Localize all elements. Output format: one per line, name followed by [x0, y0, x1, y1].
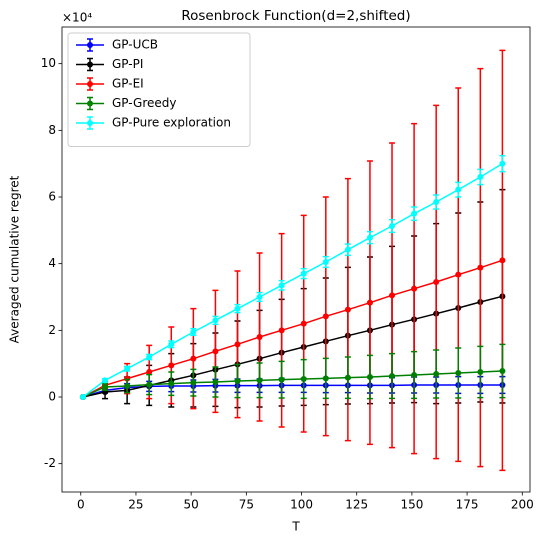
- plot-frame: [61, 26, 531, 493]
- point: [455, 271, 462, 278]
- series-line: [82, 384, 503, 398]
- point: [190, 355, 197, 362]
- point: [411, 210, 418, 217]
- point: [300, 320, 307, 327]
- point: [499, 160, 506, 167]
- point: [389, 373, 396, 379]
- series-line: [82, 163, 503, 398]
- point: [477, 369, 484, 375]
- x-tick-label: 125: [345, 498, 368, 512]
- point: [102, 377, 109, 384]
- plot-area: [79, 49, 506, 472]
- y-offset-label: ×10⁴: [62, 11, 92, 25]
- x-tick-label: 175: [456, 498, 479, 512]
- legend-label: GP-EI: [112, 77, 144, 91]
- legend-box: [67, 32, 251, 147]
- x-tick-label: 0: [77, 498, 85, 512]
- point: [411, 372, 418, 378]
- point: [411, 285, 418, 292]
- point: [344, 306, 351, 313]
- legend-label: GP-Greedy: [112, 96, 177, 110]
- point: [256, 294, 263, 300]
- point: [212, 379, 219, 385]
- point: [124, 383, 131, 389]
- point: [278, 282, 285, 289]
- point: [477, 264, 484, 271]
- point: [102, 384, 109, 390]
- point: [278, 327, 285, 334]
- x-axis-label: T: [291, 520, 300, 534]
- legend-marker: [87, 81, 93, 87]
- legend-marker: [87, 120, 93, 126]
- point: [234, 341, 241, 348]
- x-tick-label: 100: [290, 498, 313, 512]
- y-tick-label: 4: [48, 256, 56, 270]
- point: [344, 246, 351, 253]
- point: [322, 375, 329, 382]
- y-tick-label: 2: [48, 323, 56, 337]
- point: [322, 313, 329, 320]
- point: [212, 348, 219, 355]
- legend-marker: [87, 61, 93, 68]
- point: [433, 371, 440, 377]
- point: [190, 329, 197, 335]
- x-tick-label: 150: [400, 498, 423, 512]
- point: [455, 370, 462, 376]
- y-tick-label: 0: [48, 390, 56, 404]
- y-axis-label: Averaged cumulative regret: [8, 175, 22, 343]
- series-line: [82, 370, 503, 398]
- point: [190, 379, 197, 386]
- point: [433, 279, 440, 285]
- point: [455, 186, 462, 193]
- point: [300, 270, 307, 277]
- y-tick-label: 10: [41, 56, 56, 70]
- y-tick-label: 8: [48, 123, 56, 137]
- point: [234, 378, 241, 384]
- legend-marker: [87, 42, 93, 48]
- x-tick-label: 25: [128, 498, 143, 512]
- point: [300, 376, 307, 382]
- point: [278, 376, 285, 383]
- point: [499, 368, 506, 374]
- point: [79, 394, 86, 400]
- legend-marker: [87, 100, 93, 107]
- x-tick-label: 50: [184, 498, 199, 512]
- point: [146, 381, 153, 388]
- point: [389, 292, 396, 299]
- point: [477, 174, 484, 180]
- point: [256, 377, 263, 384]
- y-tick-label: -2: [44, 456, 56, 470]
- point: [212, 317, 219, 324]
- series-line: [82, 295, 503, 398]
- point: [146, 369, 153, 375]
- point: [168, 362, 175, 369]
- point: [366, 374, 373, 380]
- x-tick-label: 75: [239, 498, 254, 512]
- chart-title: Rosenbrock Function(d=2,shifted): [181, 8, 410, 24]
- point: [322, 259, 329, 265]
- x-tick-label: 200: [511, 498, 534, 512]
- point: [499, 257, 506, 264]
- point: [366, 299, 373, 306]
- point: [124, 365, 131, 372]
- legend-label: GP-PI: [112, 57, 143, 71]
- point: [168, 380, 175, 387]
- series-line: [82, 259, 503, 398]
- point: [256, 334, 263, 340]
- point: [168, 341, 175, 348]
- point: [344, 374, 351, 381]
- legend-label: GP-Pure exploration: [112, 116, 231, 130]
- point: [366, 234, 373, 241]
- legend-label: GP-UCB: [112, 38, 158, 52]
- point: [234, 305, 241, 312]
- y-tick-label: 6: [48, 190, 56, 204]
- point: [433, 199, 440, 205]
- point: [389, 223, 396, 229]
- point: [146, 354, 153, 360]
